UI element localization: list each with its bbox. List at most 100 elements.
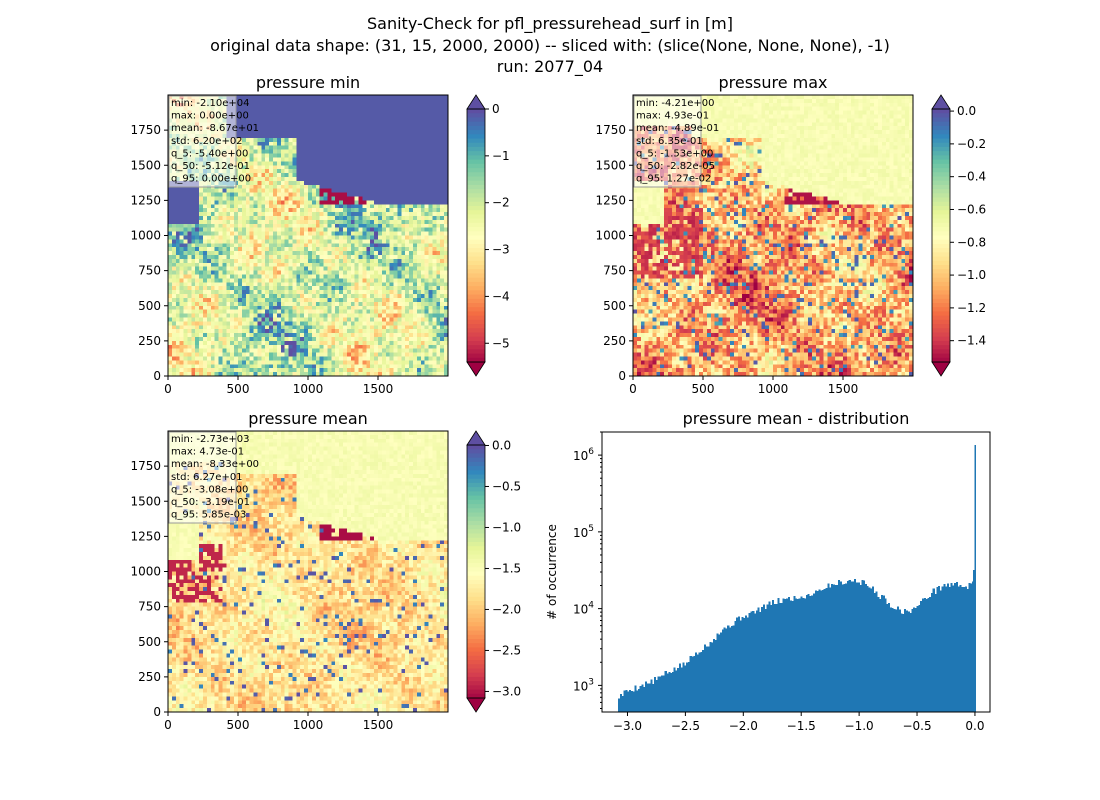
histogram-bar xyxy=(630,691,633,712)
pressure-max-stats-line: q_95: 1.27e-02 xyxy=(636,174,711,185)
pressure-mean-colorbar-segment xyxy=(467,647,485,653)
pressure-min-xtick-label: 1500 xyxy=(363,382,394,396)
histogram-bar xyxy=(821,590,825,712)
pressure-max-ytick-label: 1000 xyxy=(595,229,626,243)
histogram-bar xyxy=(943,584,946,712)
pressure-mean-panel: pressure mean 0 500 1000 1500 0 250 500 750 1000 1… xyxy=(130,409,521,732)
histogram-ylabel: # of occurrence xyxy=(545,524,559,620)
histogram-bar xyxy=(961,587,964,712)
pressure-max-colorbar-segment xyxy=(932,172,950,178)
histogram-bar xyxy=(702,650,705,712)
pressure-max-stats-line: min: -4.21e+00 xyxy=(636,98,715,109)
histogram-bar xyxy=(857,582,860,712)
pressure-max-ytick-label: 1250 xyxy=(595,193,626,207)
pressure-max-colorbar-segment xyxy=(932,176,950,182)
histogram-xtick-label: −2.5 xyxy=(671,719,700,733)
pressure-max-colorbar-segment xyxy=(932,286,950,291)
histogram-ytick-label: 104 xyxy=(573,601,594,617)
histogram-bar xyxy=(757,607,760,712)
histogram-bar xyxy=(670,673,673,712)
pressure-mean-colorbar-segment xyxy=(467,660,485,665)
histogram-bar xyxy=(802,598,805,712)
histogram-ytick-label: 105 xyxy=(573,524,594,540)
histogram-bar xyxy=(922,598,925,712)
histogram-bar xyxy=(813,593,816,712)
pressure-min-title: pressure min xyxy=(256,73,360,92)
histogram-bar xyxy=(777,598,780,712)
histogram-bar xyxy=(896,606,900,712)
pressure-min-colorbar-segment xyxy=(467,269,485,275)
pressure-min-colorbar-segment xyxy=(467,189,485,194)
pressure-max-colorbar-segment xyxy=(932,125,950,131)
histogram-bar xyxy=(732,625,735,712)
pressure-mean-colorbar-segment xyxy=(467,613,485,619)
histogram-xtick-label: −0.5 xyxy=(902,719,931,733)
pressure-max-colorbar-segment xyxy=(932,311,950,317)
pressure-min-xtick-label: 500 xyxy=(227,382,250,396)
pressure-max-colorbar-tick-label: −1.0 xyxy=(957,268,986,282)
pressure-max-colorbar-tick-label: −0.6 xyxy=(957,202,986,216)
histogram-bar xyxy=(805,595,808,712)
pressure-mean-colorbar-segment xyxy=(467,601,485,606)
pressure-min-colorbar-segment xyxy=(467,345,485,350)
histogram-bar xyxy=(775,603,778,712)
pressure-max-colorbar-segment xyxy=(932,197,950,203)
histogram-panel: pressure mean - distribution # of occurre… xyxy=(545,409,991,733)
histogram-bar xyxy=(700,651,703,712)
pressure-min-colorbar-segment xyxy=(467,336,485,342)
histogram-bar xyxy=(752,611,755,712)
pressure-min-colorbar-segment xyxy=(467,324,485,329)
histogram-bar xyxy=(854,579,857,712)
pressure-mean-colorbar-segment xyxy=(467,520,485,526)
pressure-mean-colorbar-segment xyxy=(467,525,485,530)
histogram-bar xyxy=(768,601,771,712)
pressure-mean-colorbar-segment xyxy=(467,470,485,476)
pressure-max-colorbar-segment xyxy=(932,315,950,321)
pressure-max-colorbar-segment xyxy=(932,189,950,194)
histogram-bar xyxy=(882,595,885,712)
pressure-mean-colorbar-segment xyxy=(467,504,485,509)
histogram-bar xyxy=(645,681,648,712)
pressure-max-colorbar-tick-label: 0.0 xyxy=(957,104,976,118)
pressure-max-colorbar-segment xyxy=(932,130,950,135)
pressure-min-stats-line: min: -2.10e+04 xyxy=(171,98,250,109)
pressure-max-colorbar-extend-min xyxy=(931,361,951,377)
pressure-mean-colorbar-extend-min xyxy=(466,697,486,713)
pressure-max-colorbar-segment xyxy=(932,155,950,161)
histogram-ytick-label: 103 xyxy=(573,677,594,693)
histogram-bar xyxy=(974,445,977,712)
pressure-max-colorbar-segment xyxy=(932,252,950,258)
histogram-bar xyxy=(725,628,728,712)
histogram-bar xyxy=(618,698,621,712)
pressure-min-ytick-label: 1250 xyxy=(130,193,161,207)
pressure-min-colorbar-tick-label: −5 xyxy=(492,336,510,350)
histogram-bar xyxy=(661,675,664,712)
histogram-bar xyxy=(721,629,724,712)
pressure-mean-xtick-label: 0 xyxy=(164,718,172,732)
histogram-bar xyxy=(845,583,848,712)
histogram-bar xyxy=(621,695,624,712)
pressure-max-colorbar-segment xyxy=(932,109,950,114)
pressure-min-colorbar-segment xyxy=(467,134,485,140)
pressure-max-colorbar-segment xyxy=(932,307,950,312)
pressure-min-colorbar: 0 −1 −2 −3 −4 −5 xyxy=(466,94,510,377)
pressure-max-stats-line: mean: -4.89e-01 xyxy=(636,123,719,134)
pressure-max-colorbar-segment xyxy=(932,227,950,232)
histogram-bar xyxy=(680,667,683,712)
histogram-bar xyxy=(864,584,867,712)
histogram-bar xyxy=(807,594,810,712)
histogram-bar xyxy=(746,617,749,712)
pressure-max-colorbar-segment xyxy=(932,117,950,123)
pressure-max-colorbar-segment xyxy=(932,336,950,342)
histogram-bar xyxy=(668,672,671,712)
histogram-bar xyxy=(957,586,960,712)
histogram-bar xyxy=(889,607,892,712)
pressure-mean-colorbar-segment xyxy=(467,466,485,471)
histogram-bar xyxy=(964,586,967,712)
histogram-bar xyxy=(627,691,630,712)
pressure-max-colorbar-segment xyxy=(932,302,950,308)
histogram-bar xyxy=(941,586,944,712)
pressure-mean-ytick-label: 250 xyxy=(138,670,161,684)
pressure-max-colorbar-segment xyxy=(932,324,950,329)
